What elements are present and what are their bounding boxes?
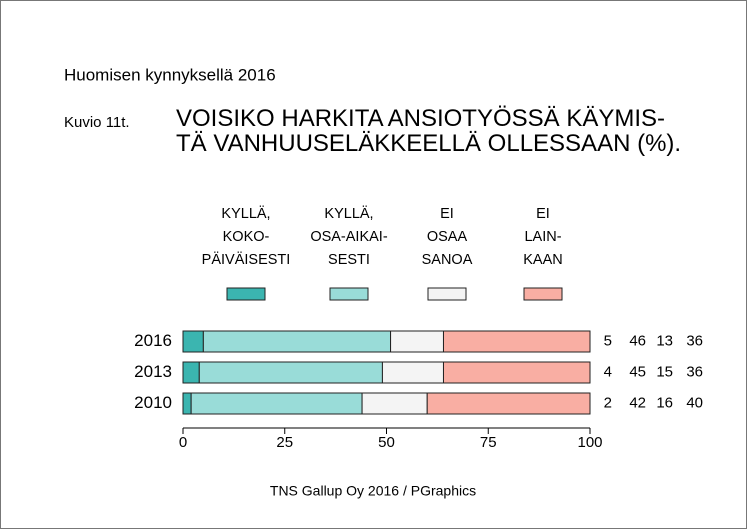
bar-segment (190, 392, 363, 415)
bar-segment (198, 361, 383, 384)
bar-segment (182, 361, 200, 384)
y-tick-label: 2016 (134, 331, 172, 350)
x-tick-label: 0 (179, 434, 187, 451)
data-label: 42 (629, 394, 646, 411)
legend-swatch (427, 287, 467, 301)
legend-swatch (329, 287, 369, 301)
legend-label: KYLLÄ, KOKO- PÄIVÄISESTI (201, 206, 291, 268)
x-tick-label: 75 (480, 434, 497, 451)
legend-swatch (226, 287, 266, 301)
data-label: 13 (656, 332, 673, 349)
legend-label: EI OSAA SANOA (421, 206, 473, 268)
legend-label: EI LAIN- KAAN (523, 206, 563, 268)
chart-title: VOISIKO HARKITA ANSIOTYÖSSÄ KÄYMIS- TÄ V… (176, 105, 682, 157)
y-tick-label: 2010 (134, 393, 172, 412)
bar-segment (381, 361, 444, 384)
bar-segment (390, 330, 444, 353)
data-label: 45 (629, 363, 646, 380)
bar-segment (182, 330, 204, 353)
data-label: 36 (686, 363, 703, 380)
data-label: 36 (686, 332, 703, 349)
legend-swatch (523, 287, 563, 301)
bar-segment (361, 392, 428, 415)
bar-segment (202, 330, 392, 353)
bar-segment (442, 330, 591, 353)
source: TNS Gallup Oy 2016 / PGraphics (270, 483, 476, 499)
figure-label: Kuvio 11t. (64, 114, 130, 131)
data-label: 40 (686, 394, 703, 411)
data-label: 16 (656, 394, 673, 411)
bar-segment (442, 361, 591, 384)
data-label: 15 (656, 363, 673, 380)
data-label: 5 (604, 332, 612, 349)
x-tick-label: 50 (378, 434, 395, 451)
y-tick-label: 2013 (134, 362, 172, 381)
header: Huomisen kynnyksellä 2016 (64, 65, 276, 84)
x-tick-label: 25 (276, 434, 293, 451)
data-label: 4 (604, 363, 612, 380)
bar-segment (426, 392, 591, 415)
bar-segment (182, 392, 192, 415)
legend-label: KYLLÄ, OSA-AIKAI- SESTI (310, 206, 388, 268)
x-tick-label: 100 (577, 434, 602, 451)
data-label: 46 (629, 332, 646, 349)
data-label: 2 (604, 394, 612, 411)
